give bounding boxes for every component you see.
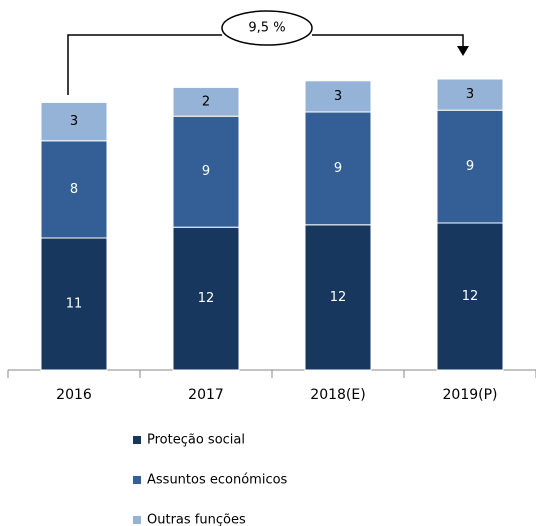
bar-segment: [172, 226, 240, 371]
data-label: 9: [202, 164, 210, 179]
data-label: 3: [334, 89, 342, 104]
data-label: 3: [70, 114, 78, 129]
bar-segment: [304, 80, 372, 113]
bar-segment: [304, 224, 372, 371]
bar-segment: [172, 86, 240, 117]
legend-label: Assuntos económicos: [147, 473, 288, 488]
x-tick-label: 2017: [188, 387, 224, 403]
data-label: 12: [198, 291, 215, 306]
legend-swatch: [133, 516, 141, 524]
legend-swatch: [133, 436, 141, 444]
data-label: 11: [66, 297, 83, 312]
bar-segment: [436, 109, 504, 224]
bar-segment: [436, 78, 504, 111]
annotation-connector: [67, 34, 464, 95]
legend-label: Proteção social: [147, 433, 245, 448]
bar-segment: [40, 101, 108, 142]
annotation-bubble: [221, 10, 313, 46]
bar-segment: [436, 222, 504, 371]
bar-segment: [172, 115, 240, 228]
data-label: 12: [462, 289, 479, 304]
x-tick-label: 2016: [56, 387, 92, 403]
data-label: 3: [466, 87, 474, 102]
legend-label: Outras funções: [147, 513, 246, 526]
bar-segment: [40, 140, 108, 239]
legend-swatch: [133, 476, 141, 484]
data-label: 2: [202, 94, 210, 109]
data-label: 9: [466, 159, 474, 174]
annotation-arrow: [457, 46, 469, 56]
data-label: 8: [70, 182, 78, 197]
bar-segment: [304, 111, 372, 226]
x-tick-label: 2018(E): [310, 387, 365, 403]
data-label: 9: [334, 161, 342, 176]
annotation: 9,5 %: [248, 21, 285, 36]
data-label: 12: [330, 290, 347, 305]
x-tick-label: 2019(P): [443, 387, 498, 403]
